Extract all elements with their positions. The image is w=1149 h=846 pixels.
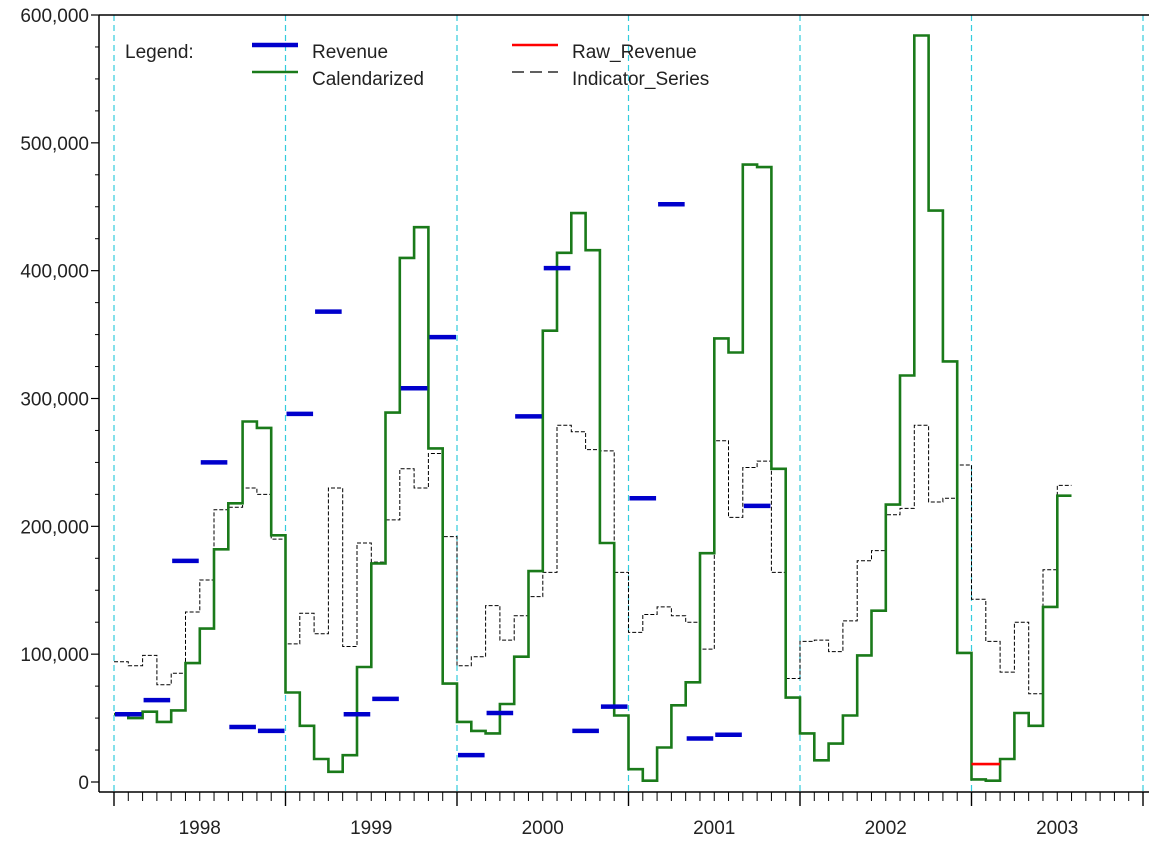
x-tick-label: 2001 xyxy=(693,818,735,839)
axes xyxy=(98,14,1149,793)
indicator-series-line xyxy=(114,424,1072,695)
x-tick-label: 2000 xyxy=(522,818,564,839)
y-tick-label: 400,000 xyxy=(20,262,89,283)
legend-label: Raw_Revenue xyxy=(572,42,697,63)
legend-title: Legend: xyxy=(125,42,194,63)
legend: Legend: Revenue Calendarized Raw_Revenue In… xyxy=(125,42,709,90)
indicator-series xyxy=(114,424,1072,695)
revenue-series xyxy=(115,201,771,758)
calendarized-series xyxy=(114,34,1072,782)
legend-label: Indicator_Series xyxy=(572,69,709,90)
legend-label: Revenue xyxy=(312,42,388,63)
year-boundary-lines xyxy=(113,15,1144,792)
y-tick-label: 500,000 xyxy=(20,134,89,155)
x-tick-label: 1998 xyxy=(179,818,221,839)
y-tick-label: 600,000 xyxy=(20,6,89,27)
x-tick-label: 2003 xyxy=(1036,818,1078,839)
legend-label: Calendarized xyxy=(312,69,424,90)
y-ticks: 0 100,000 200,000 300,000 400,000 500,000 600,… xyxy=(20,6,99,794)
x-tick-label: 1999 xyxy=(350,818,392,839)
calendarized-series-line xyxy=(114,34,1072,782)
y-tick-label: 100,000 xyxy=(20,645,89,666)
y-tick-label: 300,000 xyxy=(20,390,89,411)
y-tick-label: 0 xyxy=(78,773,89,794)
x-tick-label: 2002 xyxy=(865,818,907,839)
y-tick-label: 200,000 xyxy=(20,517,89,538)
x-ticks: 1998 1999 2000 2001 2002 2003 xyxy=(113,792,1144,839)
